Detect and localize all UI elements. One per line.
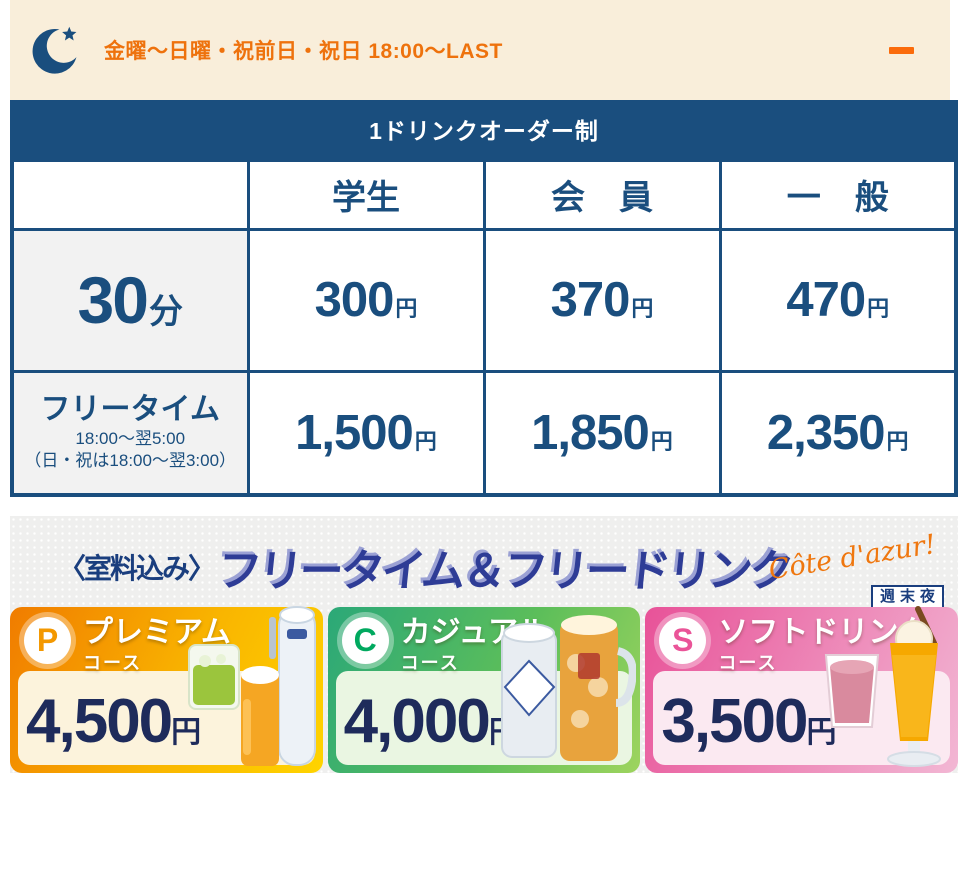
price-freetime-student: 1,500円 (246, 369, 486, 497)
casual-course-suffix: コース (400, 652, 460, 673)
premium-course-suffix: コース (83, 652, 143, 673)
beer-and-cocktail-icon (183, 603, 319, 776)
row-label-freetime: フリータイム 18:00〜翌5:00 （日・祝は18:00〜翌3:00） (10, 369, 250, 497)
page: 金曜〜日曜・祝前日・祝日 18:00〜LAST 1ドリンクオーダー制 学生 会 … (10, 0, 959, 773)
casual-initial-icon: C (341, 617, 389, 664)
table-header-row: 学生 会 員 一 般 (10, 158, 958, 231)
moon-star-icon (30, 22, 80, 78)
softdrink-course-name: ソフトドリンク (718, 616, 929, 649)
freetime-freedrink-promo: 〈室料込み〉 フリータイム＆フリードリンク Côte d'azur! 週末夜 P… (10, 516, 959, 773)
softdrink-initial-icon: S (659, 617, 707, 664)
premium-course-name: プレミアム (83, 616, 231, 649)
price-30min-member: 370円 (482, 227, 722, 373)
softdrink-price: 3,500円 (661, 687, 837, 756)
smoothie-and-float-icon (822, 603, 954, 778)
softdrink-course-suffix: コース (718, 652, 778, 673)
course-cards: P プレミアム コース 4,500円 (10, 606, 959, 773)
price-freetime-general: 2,350円 (718, 369, 958, 497)
table-caption: 1ドリンクオーダー制 (10, 100, 958, 158)
header-cell-general: 一 般 (718, 158, 958, 231)
premium-price: 4,500円 (26, 687, 202, 756)
softdrink-card-header: S ソフトドリンク コース (659, 617, 928, 675)
weekend-night-badge: 週末夜 (870, 585, 944, 610)
promo-header: 〈室料込み〉 フリータイム＆フリードリンク Côte d'azur! 週末夜 (10, 528, 958, 610)
header-cell-empty (10, 158, 250, 231)
course-card-casual: C カジュアル コース 4,000円 (327, 607, 641, 773)
course-card-premium: P プレミアム コース 4,500円 (10, 606, 323, 773)
price-30min-student: 300円 (246, 227, 486, 373)
header-cell-member: 会 員 (482, 158, 722, 231)
promo-title: フリータイム＆フリードリンク (214, 546, 794, 596)
frosty-chuhai-mugs-icon (496, 603, 637, 776)
pricing-table: 学生 会 員 一 般 30分 300円 370円 470円 フリータイム 18:… (10, 158, 958, 497)
price-freetime-member: 1,850円 (482, 369, 722, 497)
time-slot-accordion-header[interactable]: 金曜〜日曜・祝前日・祝日 18:00〜LAST (10, 0, 950, 100)
collapse-minus-icon[interactable] (889, 46, 914, 54)
table-row-freetime: フリータイム 18:00〜翌5:00 （日・祝は18:00〜翌3:00） 1,5… (10, 369, 958, 497)
premium-initial-icon: P (24, 617, 71, 664)
course-card-softdrink: S ソフトドリンク コース 3,500円 (645, 606, 959, 773)
time-slot-label: 金曜〜日曜・祝前日・祝日 18:00〜LAST (104, 40, 503, 63)
price-30min-general: 470円 (718, 227, 958, 373)
promo-prefix: 〈室料込み〉 (58, 552, 216, 584)
header-cell-student: 学生 (246, 158, 486, 231)
casual-price: 4,000円 (343, 687, 519, 756)
premium-card-header: P プレミアム コース (24, 617, 231, 675)
table-row-30min: 30分 300円 370円 470円 (10, 227, 958, 373)
row-label-30min: 30分 (10, 227, 250, 373)
